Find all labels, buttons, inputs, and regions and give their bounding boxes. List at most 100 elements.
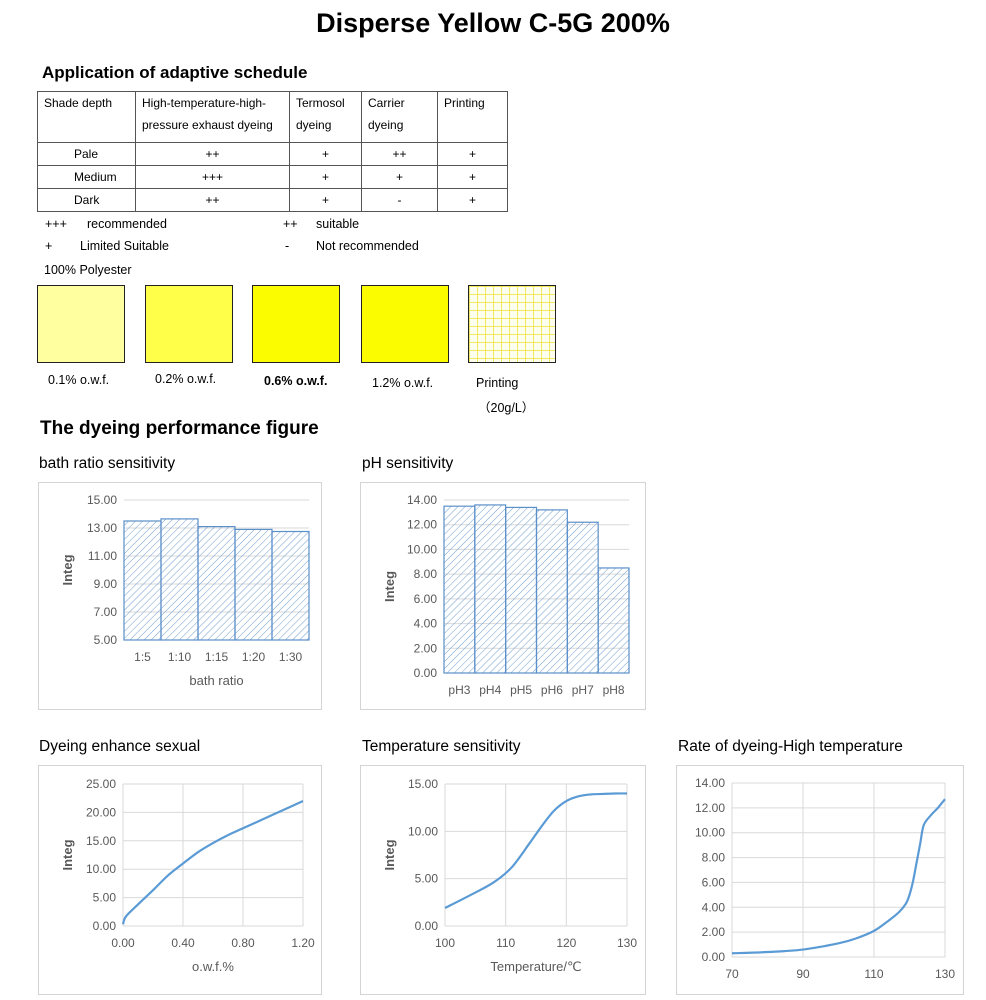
bar (197, 525, 236, 641)
rate-of-dyeing-chart-svg: 0.00 2.00 4.00 6.00 8.00 10.00 12.00 14.00 70 90 1… (695, 776, 955, 981)
dyeing-enhance-chart-svg: 0.00 5.00 10.00 15.00 20.00 25.00 0.00 0.40 0.80… (60, 777, 315, 974)
series-line (731, 798, 946, 955)
x-tick-label: 1:5 (134, 650, 151, 664)
y-axis-title: Integ (382, 839, 397, 870)
x-tick-label: pH8 (603, 683, 625, 697)
x-tick-label: 0.40 (171, 936, 195, 950)
y-tick-label: 10.00 (695, 826, 725, 840)
header-termosol: Termosol dyeing (289, 91, 362, 143)
y-axis-title: Integ (60, 554, 75, 585)
ph-chart-svg: 0.00 2.00 4.00 6.00 8.00 10.00 12.00 14.00 pH3 pH… (382, 493, 630, 697)
cell-carrier: ++ (361, 142, 438, 166)
chart-temperature: 0.00 5.00 10.00 15.00 100 110 120 130 Temperatur… (360, 765, 646, 995)
y-tick-label: 15.00 (408, 777, 438, 791)
cell-printing: + (437, 188, 508, 212)
y-tick-label: 2.00 (702, 925, 726, 939)
table-row: Pale ++ + ++ + (37, 142, 508, 166)
y-tick-label: 6.00 (702, 875, 726, 889)
y-tick-label: 14.00 (695, 776, 725, 790)
x-tick-label: 0.80 (231, 936, 255, 950)
x-tick-label: pH6 (541, 683, 563, 697)
legend-symbol: + (45, 239, 53, 253)
chart-title: Dyeing enhance sexual (39, 738, 201, 755)
bar (160, 518, 199, 641)
x-tick-label: 110 (864, 967, 883, 981)
table-row: Dark ++ + - + (37, 188, 508, 212)
cell-ht: +++ (135, 165, 290, 189)
y-tick-label: 14.00 (407, 493, 437, 507)
schedule-table: Shade depth High-temperature-high-pressu… (37, 91, 508, 212)
substrate-label: 100% Polyester (44, 263, 132, 277)
cell-carrier: - (361, 188, 438, 212)
header-carrier: Carrier dyeing (361, 91, 438, 143)
chart-bath-ratio: 5.00 7.00 9.00 11.00 13.00 15.00 1:5 1:10 1:15 1:… (38, 482, 322, 710)
y-tick-label: 10.00 (86, 862, 116, 876)
cell-termosol: + (289, 165, 362, 189)
bar (505, 506, 538, 674)
cell-ht: ++ (135, 188, 290, 212)
cell-shade: Medium (37, 165, 136, 189)
swatch-label: 0.2% o.w.f. (155, 372, 217, 386)
cell-shade: Dark (37, 188, 136, 212)
y-tick-label: 20.00 (86, 805, 116, 819)
swatch-label: Printing (476, 376, 519, 390)
header-ht-exhaust: High-temperature-high-pressure exhaust d… (135, 91, 290, 143)
x-tick-label: 130 (935, 967, 955, 981)
chart-rate-of-dyeing: 0.00 2.00 4.00 6.00 8.00 10.00 12.00 14.00 70 90 1… (676, 765, 964, 995)
x-axis-title: o.w.f.% (192, 959, 234, 974)
color-swatch (252, 285, 340, 363)
cell-ht: ++ (135, 142, 290, 166)
cell-carrier: + (361, 165, 438, 189)
y-tick-label: 12.00 (695, 801, 725, 815)
bar (535, 509, 568, 674)
swatch-label: 1.2% o.w.f. (372, 376, 434, 390)
bar (234, 528, 273, 641)
y-tick-label: 15.00 (87, 493, 117, 507)
cell-printing: + (437, 142, 508, 166)
chart-title: Rate of dyeing-High temperature (678, 738, 903, 755)
y-tick-label: 5.00 (415, 872, 439, 886)
x-tick-label: pH4 (479, 683, 501, 697)
x-tick-label: 100 (435, 936, 455, 950)
y-tick-label: 0.00 (702, 950, 726, 964)
x-tick-label: 1.20 (291, 936, 315, 950)
legend-symbol: +++ (45, 217, 67, 231)
legend-meaning: Limited Suitable (80, 239, 169, 253)
bar (443, 505, 476, 674)
y-tick-label: 10.00 (407, 542, 437, 556)
x-tick-label: pH3 (448, 683, 470, 697)
y-tick-label: 2.00 (414, 641, 438, 655)
color-swatch (37, 285, 125, 363)
x-tick-label: 1:15 (205, 650, 229, 664)
y-tick-label: 12.00 (407, 518, 437, 532)
x-axis-title: Temperature/℃ (490, 959, 581, 974)
header-printing: Printing (437, 91, 508, 143)
bar (123, 520, 162, 641)
swatch-label: 0.1% o.w.f. (48, 373, 110, 387)
color-swatch (145, 285, 233, 363)
bath-ratio-chart-svg: 5.00 7.00 9.00 11.00 13.00 15.00 1:5 1:10 1:15 1:… (60, 493, 310, 688)
bar (597, 567, 630, 674)
table-row: Medium +++ + + + (37, 165, 508, 189)
series-line (121, 800, 304, 925)
header-shade-depth: Shade depth (37, 91, 136, 143)
y-tick-label: 4.00 (702, 900, 726, 914)
x-tick-label: 120 (556, 936, 576, 950)
x-tick-label: 90 (796, 967, 810, 981)
printing-swatch (468, 285, 556, 363)
y-tick-label: 7.00 (94, 605, 118, 619)
bar (474, 504, 507, 674)
y-axis-title: Integ (60, 839, 75, 870)
series-line (444, 792, 628, 909)
y-tick-label: 10.00 (408, 824, 438, 838)
legend-meaning: recommended (87, 217, 167, 231)
cell-printing: + (437, 165, 508, 189)
legend-meaning: Not recommended (316, 239, 419, 253)
chart-title: bath ratio sensitivity (39, 455, 176, 472)
y-tick-label: 13.00 (87, 521, 117, 535)
legend-symbol: ++ (283, 217, 298, 231)
cell-termosol: + (289, 188, 362, 212)
y-tick-label: 25.00 (86, 777, 116, 791)
y-axis-title: Integ (382, 571, 397, 602)
y-tick-label: 4.00 (414, 617, 438, 631)
